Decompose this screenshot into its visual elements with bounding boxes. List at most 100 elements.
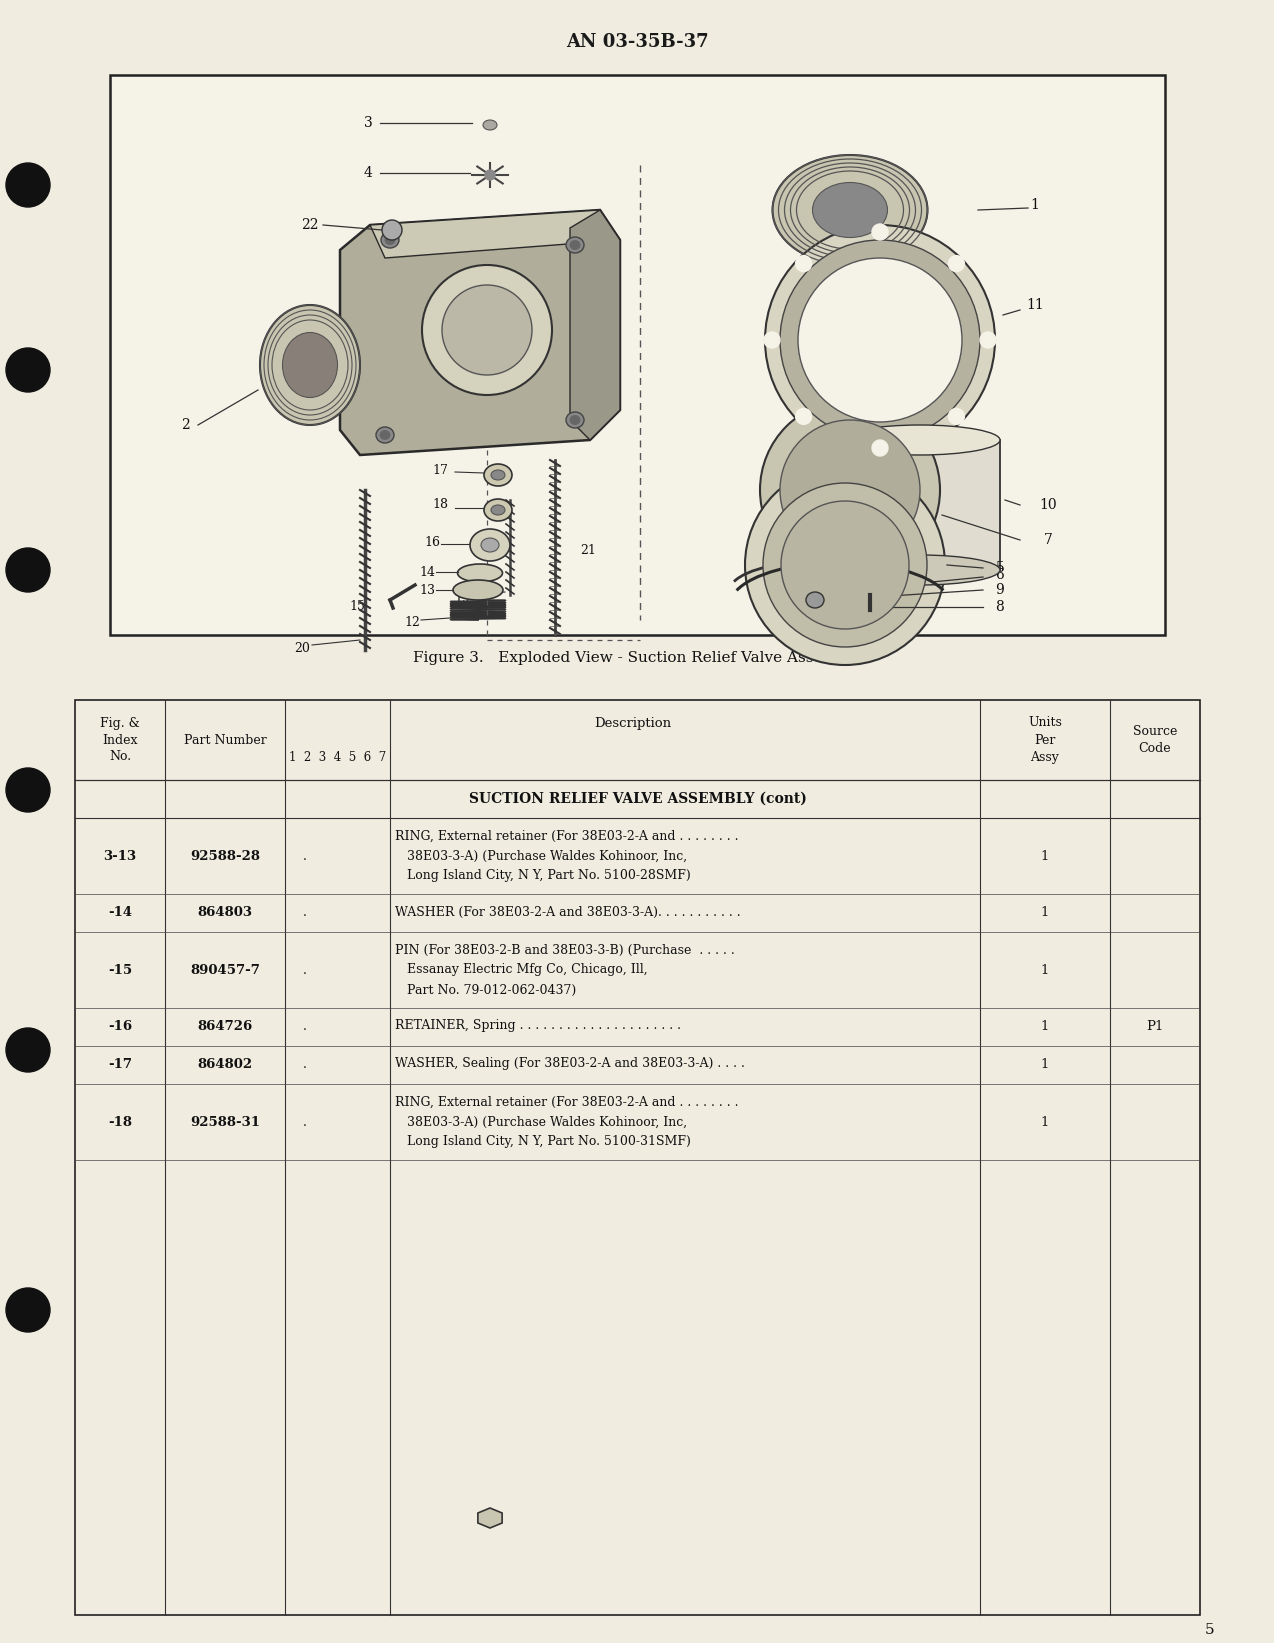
Text: 2: 2 <box>181 417 190 432</box>
Text: P1: P1 <box>1147 1020 1163 1033</box>
Text: Description: Description <box>594 718 671 731</box>
Circle shape <box>6 348 50 393</box>
Text: WASHER (For 38E03-2-A and 38E03-3-A). . . . . . . . . . .: WASHER (For 38E03-2-A and 38E03-3-A). . … <box>395 905 740 918</box>
Ellipse shape <box>482 537 499 552</box>
Text: Long Island City, N Y, Part No. 5100-28SMF): Long Island City, N Y, Part No. 5100-28S… <box>395 869 691 882</box>
Text: Essanay Electric Mfg Co, Chicago, Ill,: Essanay Electric Mfg Co, Chicago, Ill, <box>395 963 647 976</box>
Text: 12: 12 <box>404 616 420 629</box>
Circle shape <box>871 223 888 240</box>
Text: 38E03-3-A) (Purchase Waldes Kohinoor, Inc,: 38E03-3-A) (Purchase Waldes Kohinoor, In… <box>395 1116 687 1129</box>
Ellipse shape <box>483 120 497 130</box>
Text: 1: 1 <box>1041 1058 1050 1071</box>
Circle shape <box>948 256 964 271</box>
Ellipse shape <box>840 426 1000 455</box>
Circle shape <box>6 163 50 207</box>
Text: 7: 7 <box>1043 532 1052 547</box>
Text: 864802: 864802 <box>197 1058 252 1071</box>
Text: 9: 9 <box>995 583 1004 596</box>
Circle shape <box>6 549 50 591</box>
Ellipse shape <box>840 555 1000 585</box>
Circle shape <box>763 483 927 647</box>
Text: 3: 3 <box>363 117 372 130</box>
Text: Units
Per
Assy: Units Per Assy <box>1028 716 1063 764</box>
Text: -17: -17 <box>108 1058 132 1071</box>
Ellipse shape <box>381 232 399 248</box>
Ellipse shape <box>490 470 505 480</box>
Bar <box>840 440 1000 570</box>
Text: .: . <box>303 1116 307 1129</box>
Text: .: . <box>303 1058 307 1071</box>
Circle shape <box>781 501 910 629</box>
Ellipse shape <box>376 427 394 444</box>
Text: 19: 19 <box>454 591 470 605</box>
Bar <box>75 700 1200 1615</box>
Circle shape <box>6 1029 50 1071</box>
Text: SUCTION RELIEF VALVE ASSEMBLY (cont): SUCTION RELIEF VALVE ASSEMBLY (cont) <box>469 792 806 807</box>
Ellipse shape <box>422 265 552 394</box>
Ellipse shape <box>569 240 580 250</box>
Circle shape <box>780 240 980 440</box>
Text: 22: 22 <box>301 219 318 232</box>
Ellipse shape <box>283 332 338 398</box>
Text: RETAINER, Spring . . . . . . . . . . . . . . . . . . . . .: RETAINER, Spring . . . . . . . . . . . .… <box>395 1020 682 1032</box>
Text: 1  2  3  4  5  6  7: 1 2 3 4 5 6 7 <box>289 751 386 764</box>
Text: 1: 1 <box>1041 907 1050 920</box>
Text: 864726: 864726 <box>197 1020 252 1033</box>
Ellipse shape <box>470 529 510 560</box>
Ellipse shape <box>569 416 580 424</box>
Text: 11: 11 <box>1026 297 1043 312</box>
Text: 1: 1 <box>1041 1116 1050 1129</box>
Text: 864803: 864803 <box>197 907 252 920</box>
Text: 10: 10 <box>1040 498 1057 513</box>
Polygon shape <box>569 210 620 440</box>
Polygon shape <box>369 210 620 258</box>
Text: 4: 4 <box>363 166 372 181</box>
Circle shape <box>485 169 496 181</box>
Text: 92588-31: 92588-31 <box>190 1116 260 1129</box>
Text: 16: 16 <box>424 536 440 549</box>
Text: 13: 13 <box>419 583 434 596</box>
Text: WASHER, Sealing (For 38E03-2-A and 38E03-3-A) . . . .: WASHER, Sealing (For 38E03-2-A and 38E03… <box>395 1058 745 1071</box>
Circle shape <box>948 409 964 424</box>
Text: .: . <box>303 907 307 920</box>
Circle shape <box>796 409 812 424</box>
Circle shape <box>764 225 995 455</box>
Ellipse shape <box>566 412 583 427</box>
Ellipse shape <box>484 499 512 521</box>
Text: 6: 6 <box>995 568 1004 582</box>
Circle shape <box>382 220 403 240</box>
Text: Fig. &
Index
No.: Fig. & Index No. <box>101 716 140 764</box>
Circle shape <box>798 258 962 422</box>
Text: AN 03-35B-37: AN 03-35B-37 <box>566 33 708 51</box>
Text: 17: 17 <box>432 463 448 476</box>
Ellipse shape <box>484 463 512 486</box>
Text: 8: 8 <box>995 600 1004 614</box>
Text: Source
Code: Source Code <box>1133 725 1177 756</box>
Text: 21: 21 <box>580 544 596 557</box>
Ellipse shape <box>457 564 502 582</box>
Text: 890457-7: 890457-7 <box>190 963 260 976</box>
Circle shape <box>780 421 920 560</box>
Ellipse shape <box>806 591 824 608</box>
Bar <box>110 76 1164 634</box>
Text: 1: 1 <box>1041 1020 1050 1033</box>
Text: .: . <box>303 963 307 976</box>
Text: Part No. 79-012-062-0437): Part No. 79-012-062-0437) <box>395 984 576 997</box>
Circle shape <box>871 440 888 457</box>
Text: 15: 15 <box>349 600 364 613</box>
Circle shape <box>980 332 996 348</box>
Text: -16: -16 <box>108 1020 132 1033</box>
Ellipse shape <box>380 430 390 439</box>
Text: 14: 14 <box>419 565 434 578</box>
Circle shape <box>761 399 940 580</box>
Ellipse shape <box>442 284 533 375</box>
Text: 20: 20 <box>294 641 310 654</box>
Text: .: . <box>303 1020 307 1033</box>
Polygon shape <box>340 210 620 455</box>
Text: 3-13: 3-13 <box>103 849 136 863</box>
Polygon shape <box>478 1508 502 1528</box>
Ellipse shape <box>772 154 927 265</box>
Text: Part Number: Part Number <box>183 733 266 746</box>
Text: RING, External retainer (For 38E03-2-A and . . . . . . . .: RING, External retainer (For 38E03-2-A a… <box>395 1096 739 1109</box>
Text: .: . <box>303 849 307 863</box>
